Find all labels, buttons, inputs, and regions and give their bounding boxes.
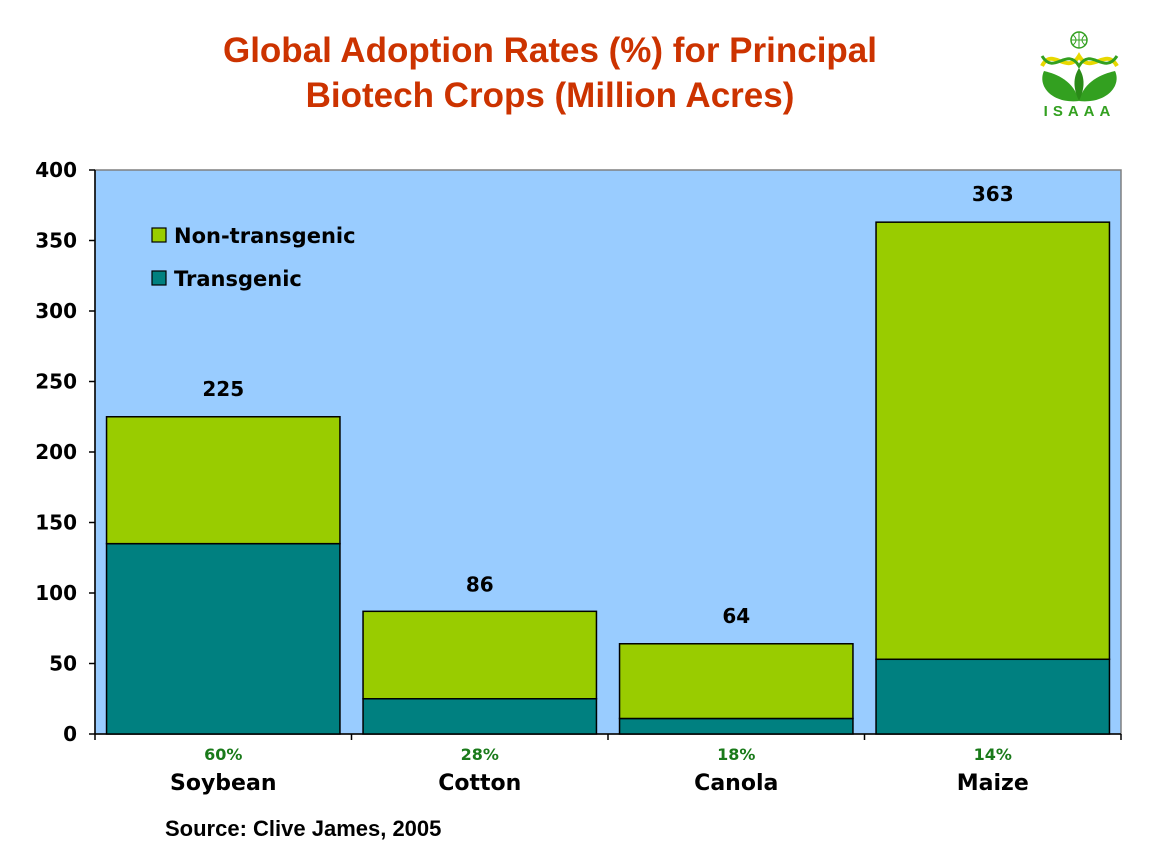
- y-tick-label: 200: [35, 440, 77, 464]
- adoption-percent-label: 14%: [974, 745, 1012, 764]
- source-note: Source: Clive James, 2005: [165, 816, 442, 841]
- x-category-label: Maize: [957, 771, 1029, 796]
- bar-transgenic-maize: [875, 658, 1111, 735]
- chart-title-line-2: Biotech Crops (Million Acres): [305, 76, 795, 115]
- bar-total-label: 64: [722, 604, 750, 628]
- isaaa-logo-icon: [1040, 31, 1119, 102]
- bar-total-label: 225: [202, 377, 244, 401]
- x-category-label: Soybean: [170, 771, 276, 796]
- legend-swatch-transgenic: [151, 270, 167, 286]
- adoption-percent-label: 18%: [717, 745, 755, 764]
- bar-non-transgenic-soybean: [105, 416, 341, 545]
- y-tick-label: 250: [35, 370, 77, 394]
- legend-label-non-transgenic: Non-transgenic: [174, 224, 356, 248]
- bar-total-label: 86: [466, 573, 494, 597]
- bar-transgenic-cotton: [362, 698, 598, 735]
- y-tick-label: 400: [35, 158, 77, 182]
- x-category-label: Canola: [694, 771, 778, 796]
- bar-transgenic-soybean: [105, 542, 341, 735]
- bar-non-transgenic-cotton: [362, 610, 598, 700]
- adoption-percent-label: 60%: [204, 745, 242, 764]
- y-tick-label: 350: [35, 229, 77, 253]
- adoption-percent-label: 28%: [461, 745, 499, 764]
- y-tick-label: 100: [35, 581, 77, 605]
- bar-transgenic-canola: [618, 717, 854, 735]
- y-tick-label: 150: [35, 511, 77, 535]
- isaaa-logo-text: ISAAA: [1043, 103, 1116, 120]
- y-tick-label: 50: [49, 652, 77, 676]
- legend-label-transgenic: Transgenic: [174, 267, 302, 291]
- chart-title: Global Adoption Rates (%) for Principal …: [100, 28, 1000, 118]
- x-category-label: Cotton: [438, 771, 521, 796]
- bar-non-transgenic-canola: [618, 643, 854, 720]
- y-tick-label: 300: [35, 299, 77, 323]
- y-tick-label: 0: [63, 722, 77, 746]
- legend-swatch-non-transgenic: [151, 227, 167, 243]
- chart-title-line-1: Global Adoption Rates (%) for Principal: [222, 31, 877, 70]
- bar-non-transgenic-maize: [875, 221, 1111, 661]
- bar-total-label: 363: [972, 182, 1014, 206]
